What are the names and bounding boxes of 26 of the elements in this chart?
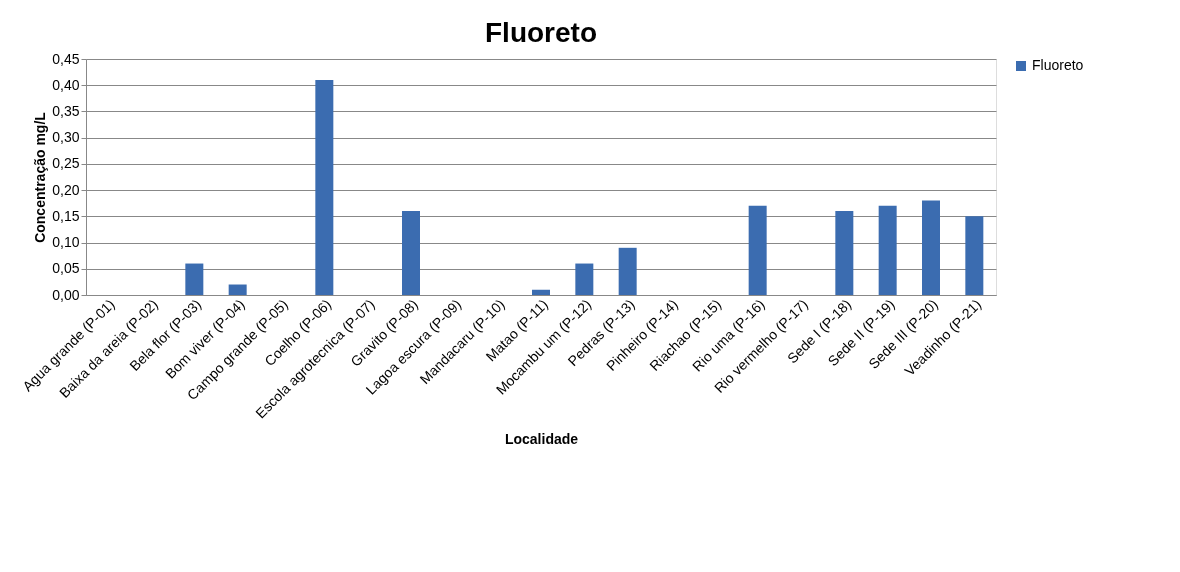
bar	[922, 200, 940, 295]
x-axis-title: Localidade	[504, 431, 579, 448]
bar	[315, 79, 334, 295]
bar	[878, 205, 897, 295]
y-tick-label: 0,10	[52, 234, 80, 251]
y-tick-label: 0,30	[52, 129, 80, 146]
y-tick-label: 0,15	[52, 207, 80, 224]
y-tick-label: 0,40	[52, 76, 80, 93]
y-tick-label: 0,05	[52, 260, 80, 277]
y-axis-title: Concentração mg/L	[32, 111, 49, 243]
y-tick-label: 0,20	[52, 181, 80, 198]
bar	[532, 289, 550, 295]
legend-label: Fluoreto	[1032, 57, 1084, 73]
bar	[835, 211, 854, 295]
bar	[748, 205, 767, 295]
y-tick-label: 0,00	[52, 286, 80, 303]
bar	[228, 284, 247, 295]
bar	[965, 216, 984, 295]
chart-title: Fluoreto	[485, 17, 597, 48]
bar	[575, 263, 594, 295]
bar	[185, 263, 204, 295]
y-tick-label: 0,25	[52, 155, 80, 172]
bar	[618, 247, 637, 295]
bar	[402, 211, 420, 295]
y-tick-label: 0,45	[52, 50, 80, 67]
y-tick-label: 0,35	[52, 102, 80, 119]
